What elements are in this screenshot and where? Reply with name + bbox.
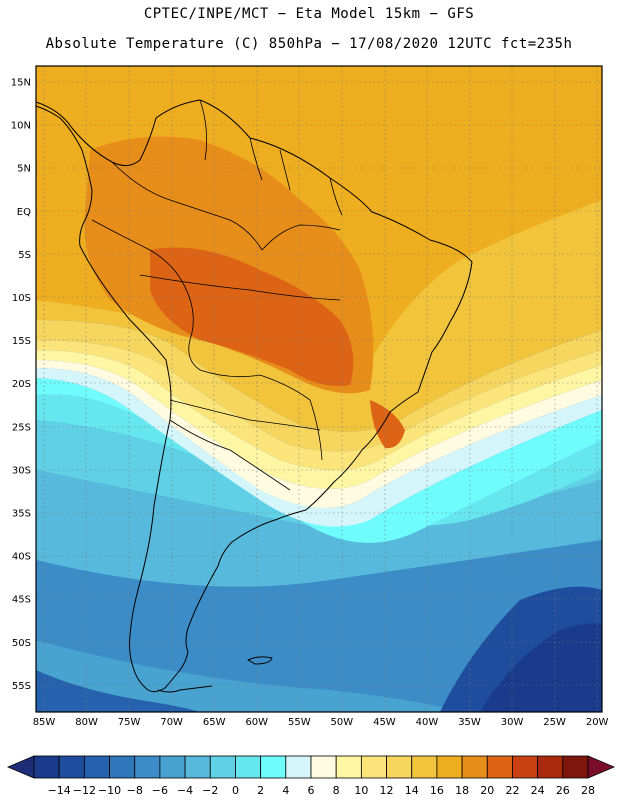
temperature-field [36, 66, 602, 712]
lon-label: 35W [458, 717, 481, 728]
colorbar-label: −8 [127, 784, 143, 797]
lat-label: 5S [18, 250, 31, 261]
colorbar-label: −12 [73, 784, 96, 797]
colorbar-swatch [538, 756, 563, 778]
colorbar-label: 24 [531, 784, 545, 797]
colorbar-label: 18 [455, 784, 469, 797]
lat-label: EQ [17, 207, 31, 218]
colorbar-swatch [361, 756, 386, 778]
colorbar-label: −6 [152, 784, 168, 797]
lat-label: 10S [12, 293, 31, 304]
longitude-labels: 85W 80W 75W 70W 65W 60W 55W 50W 45W 40W 35W 30W 25W 2… [33, 717, 609, 728]
colorbar [8, 756, 614, 778]
colorbar-swatch [311, 756, 336, 778]
colorbar-labels: −14 −12 −10 −8 −6 −4 −2 0 2 4 6 8 10 12 14 16 18 20 22 24 26… [48, 784, 595, 797]
lon-label: 55W [288, 717, 311, 728]
colorbar-label: −2 [202, 784, 218, 797]
lon-label: 80W [75, 717, 98, 728]
colorbar-label: −4 [177, 784, 193, 797]
lat-label: 55S [12, 681, 31, 692]
lon-label: 50W [331, 717, 354, 728]
lat-label: 25S [12, 422, 31, 433]
colorbar-label: 4 [282, 784, 289, 797]
lat-label: 5N [17, 164, 31, 175]
lon-label: 85W [33, 717, 56, 728]
colorbar-label: 16 [430, 784, 444, 797]
colorbar-swatch [110, 756, 135, 778]
colorbar-label: 14 [405, 784, 419, 797]
colorbar-swatch [512, 756, 537, 778]
colorbar-swatch [135, 756, 160, 778]
colorbar-label: 20 [480, 784, 494, 797]
map-figure: 15N 10N 5N EQ 5S 10S 15S 20S 25S 30S 35S 40S 45S 50S 5… [0, 0, 618, 800]
colorbar-swatch [185, 756, 210, 778]
colorbar-swatch [286, 756, 311, 778]
colorbar-high-arrow [588, 756, 614, 778]
colorbar-label: 6 [308, 784, 315, 797]
colorbar-label: 28 [581, 784, 595, 797]
lat-label: 50S [12, 638, 31, 649]
colorbar-low-arrow [8, 756, 34, 778]
colorbar-swatch [412, 756, 437, 778]
lon-label: 40W [416, 717, 439, 728]
lat-label: 15S [12, 336, 31, 347]
colorbar-label: 12 [380, 784, 394, 797]
colorbar-label: −10 [98, 784, 121, 797]
colorbar-swatch [34, 756, 59, 778]
colorbar-swatch [387, 756, 412, 778]
lon-label: 65W [203, 717, 226, 728]
colorbar-label: 8 [333, 784, 340, 797]
lat-label: 35S [12, 509, 31, 520]
colorbar-swatch [437, 756, 462, 778]
colorbar-label: 26 [556, 784, 570, 797]
latitude-labels: 15N 10N 5N EQ 5S 10S 15S 20S 25S 30S 35S 40S 45S 50S 5… [11, 78, 31, 692]
lon-label: 20W [586, 717, 609, 728]
colorbar-swatch [563, 756, 588, 778]
lat-label: 10N [11, 121, 31, 132]
colorbar-label: 2 [257, 784, 264, 797]
colorbar-swatch [59, 756, 84, 778]
colorbar-label: 22 [505, 784, 519, 797]
lat-label: 15N [11, 78, 31, 89]
colorbar-swatch [210, 756, 235, 778]
lon-label: 70W [160, 717, 183, 728]
lat-label: 20S [12, 379, 31, 390]
colorbar-swatch [336, 756, 361, 778]
colorbar-swatch [462, 756, 487, 778]
lat-label: 30S [12, 465, 31, 476]
lon-label: 25W [543, 717, 566, 728]
colorbar-swatch [160, 756, 185, 778]
lon-label: 45W [373, 717, 396, 728]
lon-label: 75W [118, 717, 141, 728]
lat-label: 40S [12, 552, 31, 563]
colorbar-label: 0 [232, 784, 239, 797]
lon-label: 60W [245, 717, 268, 728]
colorbar-swatch [261, 756, 286, 778]
colorbar-label: 10 [354, 784, 368, 797]
colorbar-swatch [235, 756, 260, 778]
lat-label: 45S [12, 595, 31, 606]
lon-label: 30W [501, 717, 524, 728]
colorbar-swatch [487, 756, 512, 778]
colorbar-swatch [84, 756, 109, 778]
colorbar-label: −14 [48, 784, 71, 797]
